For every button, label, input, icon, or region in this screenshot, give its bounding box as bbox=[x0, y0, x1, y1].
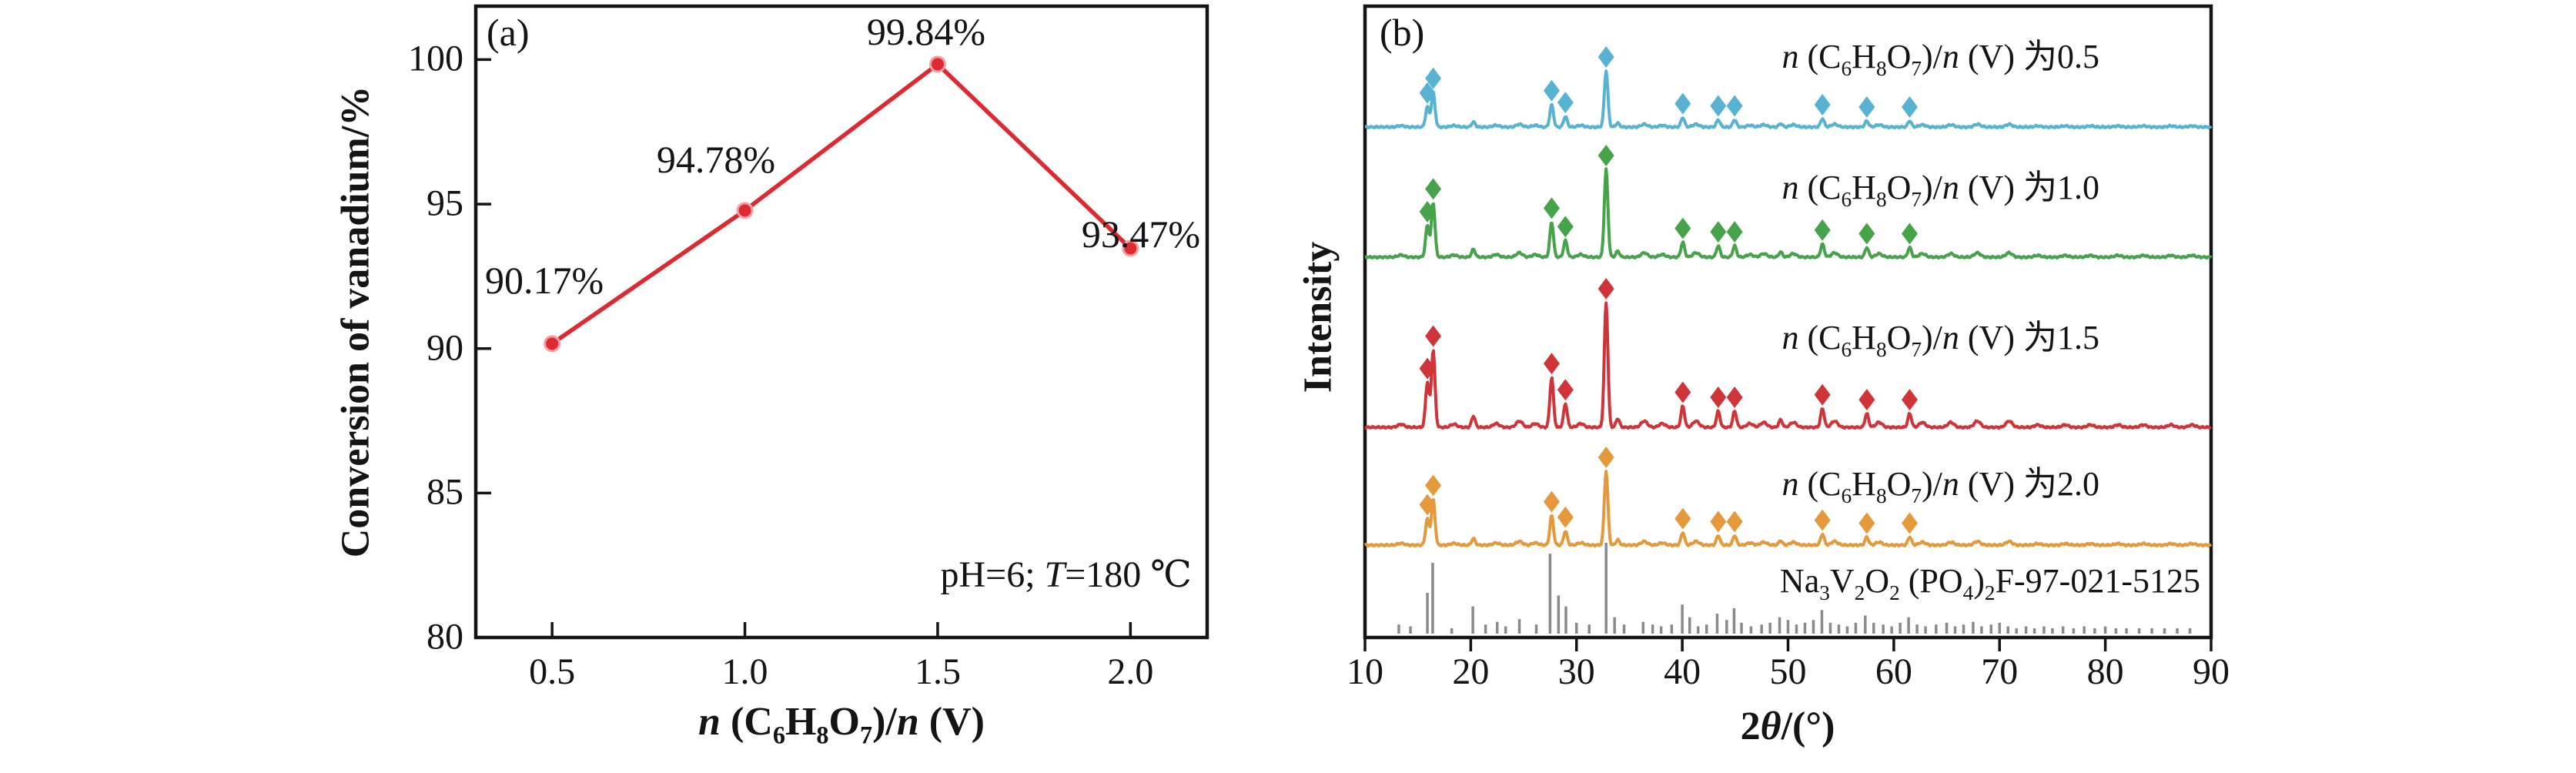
xrd-trace-1.0 bbox=[1364, 167, 2213, 260]
point-value-label: 94.78% bbox=[656, 138, 776, 181]
data-point bbox=[1122, 239, 1139, 257]
conversion-line bbox=[550, 62, 1132, 346]
peak-marker-diamond bbox=[1557, 506, 1574, 528]
panel-b-tag: (b) bbox=[1380, 11, 1425, 54]
peak-marker-diamond bbox=[1726, 510, 1743, 533]
panel-a-conditions-annotation: pH=6; T=180 ℃ bbox=[940, 554, 1192, 595]
peak-marker-diamond bbox=[1726, 386, 1743, 408]
peak-marker-diamond bbox=[1858, 389, 1875, 411]
peak-marker-diamond bbox=[1814, 219, 1831, 241]
panel-a-x-axis-title: n (C6H8O7)/n (V) bbox=[698, 700, 985, 749]
peak-marker-diamond bbox=[1710, 386, 1727, 408]
data-point bbox=[544, 335, 561, 353]
panel-a-y-tick-label: 80 bbox=[427, 616, 463, 658]
panel-b-x-tick-label: 10 bbox=[1347, 651, 1383, 692]
xrd-trace-label-1.5: n (C6H8O7)/n (V) 为1.5 bbox=[1781, 319, 2099, 361]
xrd-trace-label-2.0: n (C6H8O7)/n (V) 为2.0 bbox=[1781, 465, 2099, 507]
reference-pattern-label: Na3V2O2 (PO4)2F-97-021-5125 bbox=[1779, 562, 2200, 604]
peak-marker-diamond bbox=[1901, 95, 1918, 118]
peak-marker-diamond bbox=[1710, 95, 1727, 117]
peak-marker-diamond bbox=[1814, 383, 1831, 406]
point-value-label: 93.47% bbox=[1081, 212, 1201, 256]
peak-marker-diamond bbox=[1543, 353, 1560, 375]
panel-b-x-tick-label: 90 bbox=[2193, 651, 2230, 692]
xrd-trace-label-0.5: n (C6H8O7)/n (V) 为0.5 bbox=[1781, 38, 2099, 80]
peak-marker-diamond bbox=[1674, 381, 1691, 403]
panel-b-x-tick-label: 20 bbox=[1452, 651, 1490, 692]
peak-marker-diamond bbox=[1597, 447, 1614, 468]
peak-marker-diamond bbox=[1674, 507, 1691, 530]
peak-marker-diamond bbox=[1858, 223, 1875, 245]
peak-marker-diamond bbox=[1419, 494, 1436, 516]
panel-a-x-tick-label: 1.0 bbox=[721, 651, 768, 692]
xrd-trace-label-1.0: n (C6H8O7)/n (V) 为1.0 bbox=[1781, 169, 2099, 211]
panel-a-frame bbox=[473, 4, 1209, 640]
peak-marker-diamond bbox=[1543, 79, 1560, 102]
peak-marker-diamond bbox=[1557, 92, 1574, 114]
peak-marker-diamond bbox=[1597, 46, 1614, 68]
panel-b-x-tick-label: 40 bbox=[1664, 651, 1701, 692]
data-point bbox=[736, 202, 754, 219]
peak-marker-diamond bbox=[1425, 325, 1442, 347]
peak-marker-diamond bbox=[1710, 510, 1727, 533]
panel-a-y-tick-label: 95 bbox=[427, 182, 463, 224]
xrd-trace-2.0 bbox=[1363, 470, 2213, 548]
panel-b-x-tick-label: 60 bbox=[1875, 651, 1912, 692]
peak-marker-diamond bbox=[1597, 278, 1614, 299]
peak-marker-diamond bbox=[1597, 145, 1614, 166]
peak-marker-diamond bbox=[1726, 221, 1743, 243]
peak-marker-diamond bbox=[1726, 95, 1743, 117]
peak-marker-diamond bbox=[1425, 67, 1442, 89]
panel-b-x-tick-label: 70 bbox=[1981, 651, 2019, 692]
panel-a-tag: (a) bbox=[487, 11, 530, 54]
point-value-label: 99.84% bbox=[866, 10, 986, 53]
peak-marker-diamond bbox=[1425, 474, 1442, 497]
point-value-label: 90.17% bbox=[485, 259, 604, 302]
peak-marker-diamond bbox=[1710, 221, 1727, 243]
peak-marker-diamond bbox=[1858, 95, 1875, 118]
panel-b-y-axis-title: Intensity bbox=[1296, 241, 1340, 393]
peak-marker-diamond bbox=[1543, 490, 1560, 513]
panel-a-x-tick-label: 0.5 bbox=[529, 651, 576, 692]
peak-marker-diamond bbox=[1901, 389, 1918, 411]
xrd-trace-1.5 bbox=[1363, 301, 2212, 430]
peak-marker-diamond bbox=[1901, 223, 1918, 245]
panel-a-x-tick-label: 2.0 bbox=[1107, 651, 1154, 692]
peak-marker-diamond bbox=[1557, 379, 1574, 401]
peak-marker-diamond bbox=[1901, 512, 1918, 534]
panel-a-y-axis-title: Conversion of vanadium/% bbox=[333, 85, 378, 558]
peak-marker-diamond bbox=[1419, 357, 1436, 380]
peak-marker-diamond bbox=[1858, 512, 1875, 534]
peak-marker-diamond bbox=[1814, 94, 1831, 116]
panel-a-y-tick-label: 85 bbox=[427, 471, 463, 513]
peak-marker-diamond bbox=[1814, 509, 1831, 531]
data-point bbox=[928, 55, 946, 73]
panel-b-x-tick-label: 80 bbox=[2086, 651, 2124, 692]
peak-marker-diamond bbox=[1425, 178, 1442, 200]
panel-b-x-tick-label: 50 bbox=[1769, 651, 1807, 692]
peak-marker-diamond bbox=[1674, 217, 1691, 239]
peak-marker-diamond bbox=[1543, 197, 1560, 219]
panel-b-x-tick-label: 30 bbox=[1557, 651, 1595, 692]
peak-marker-diamond bbox=[1557, 216, 1574, 238]
panel-a-y-tick-label: 100 bbox=[408, 38, 463, 79]
peak-marker-diamond bbox=[1419, 200, 1436, 223]
panel-b-x-axis-title: 2θ/(°) bbox=[1740, 704, 1835, 748]
peak-marker-diamond bbox=[1419, 82, 1436, 104]
xrd-trace-0.5 bbox=[1364, 69, 2213, 130]
panel-a-x-tick-label: 1.5 bbox=[914, 651, 961, 692]
peak-marker-diamond bbox=[1674, 92, 1691, 115]
panel-a-y-tick-label: 90 bbox=[427, 327, 463, 369]
